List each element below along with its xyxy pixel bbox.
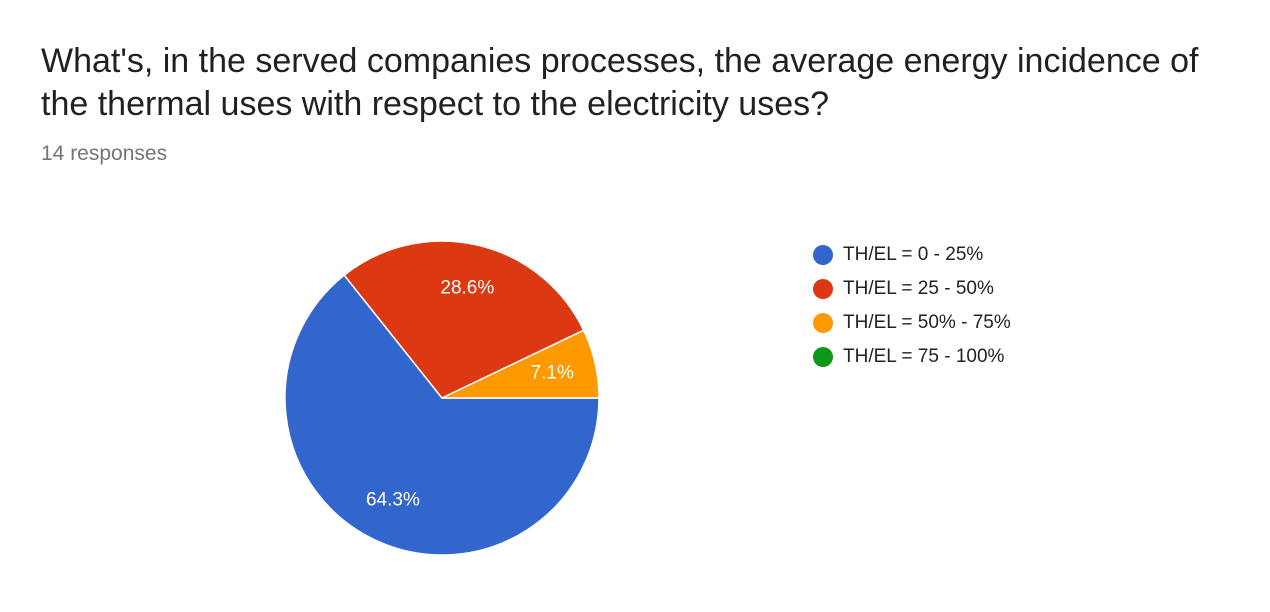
legend-label: TH/EL = 0 - 25%: [843, 244, 984, 265]
legend-label: TH/EL = 50% - 75%: [843, 312, 1011, 333]
legend-item-th-el-25-50[interactable]: TH/EL = 25 - 50%: [813, 272, 1011, 306]
chart-title: What's, in the served companies processe…: [41, 42, 1199, 123]
legend-label: TH/EL = 25 - 50%: [843, 278, 994, 299]
legend-swatch: [813, 313, 833, 333]
slice-label-th-el-25-50: 28.6%: [440, 277, 494, 298]
legend-item-th-el-50-75[interactable]: TH/EL = 50% - 75%: [813, 306, 1011, 340]
chart-legend: TH/EL = 0 - 25% TH/EL = 25 - 50% TH/EL = 5…: [813, 238, 1011, 374]
legend-label: TH/EL = 75 - 100%: [843, 346, 1005, 367]
pie-slice-th-el-50-75: [441, 329, 600, 399]
legend-swatch: [813, 279, 833, 299]
pie-slice-th-el-0-25: [284, 274, 600, 556]
legend-swatch: [813, 245, 833, 265]
legend-swatch: [813, 347, 833, 367]
legend-item-th-el-75-100[interactable]: TH/EL = 75 - 100%: [813, 340, 1011, 374]
response-count: 14 responses: [41, 142, 168, 165]
slice-label-th-el-50-75: 7.1%: [531, 363, 574, 384]
legend-item-th-el-0-25[interactable]: TH/EL = 0 - 25%: [813, 238, 1011, 272]
slice-label-th-el-0-25: 64.3%: [366, 489, 420, 510]
